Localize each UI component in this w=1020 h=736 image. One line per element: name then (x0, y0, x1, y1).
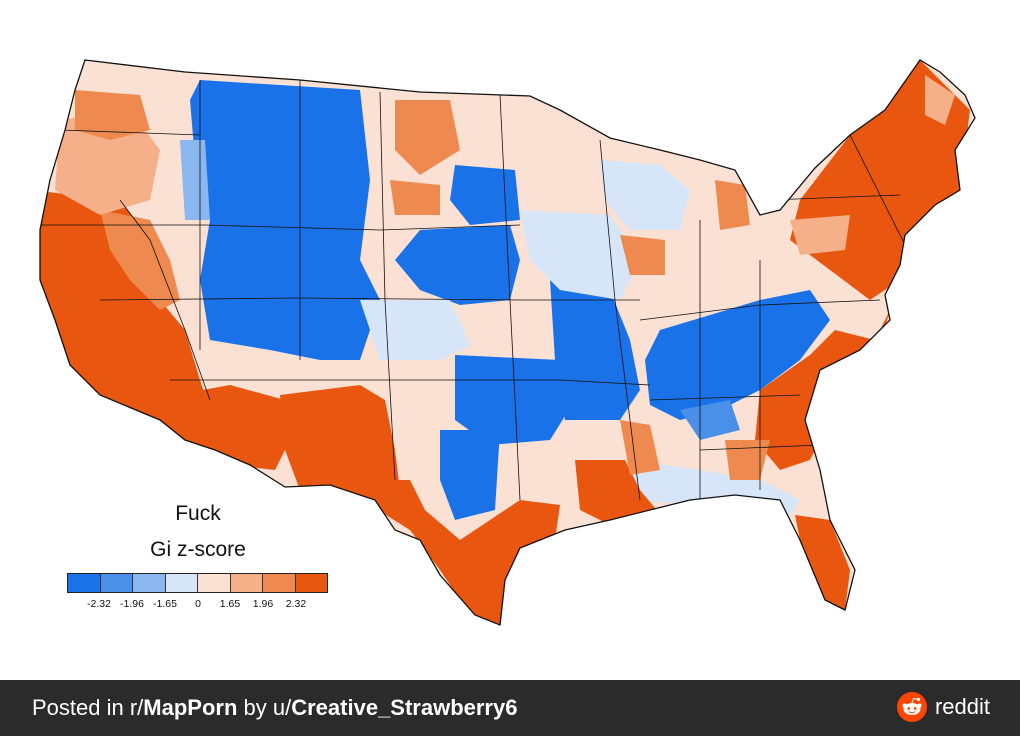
legend-tick: 1.65 (219, 598, 241, 610)
state-borders (40, 80, 906, 501)
legend-tick: -2.32 (87, 598, 111, 610)
region-pennsylvania-west (790, 215, 850, 255)
legend-swatch (295, 574, 327, 592)
legend-tick: -1.65 (153, 598, 177, 610)
region-michigan (715, 180, 750, 230)
reddit-brand[interactable]: reddit (896, 692, 990, 722)
region-north-plains (450, 165, 520, 225)
region-light-blue-iowa (520, 210, 640, 300)
region-illinois (620, 235, 665, 275)
legend-swatch (68, 574, 101, 592)
region-kentucky-tennessee (645, 290, 830, 420)
region-alabama-south (725, 440, 770, 480)
subreddit-link[interactable]: MapPorn (143, 695, 238, 720)
reddit-logo-icon (896, 692, 927, 722)
region-nebraska-west (390, 180, 440, 215)
region-texas (330, 480, 560, 625)
region-new-mexico (280, 385, 400, 500)
legend-color-bar (67, 573, 328, 593)
region-nevada-edge (100, 210, 180, 310)
region-florida (795, 515, 850, 610)
region-maine (925, 75, 955, 125)
region-washington (75, 90, 150, 140)
region-louisiana (575, 460, 665, 525)
legend-title: Gi z-score (150, 538, 246, 561)
region-light-blue-wisconsin (600, 160, 690, 230)
region-alabama-north (680, 400, 740, 440)
reddit-wordmark: reddit (934, 694, 990, 719)
us-county-map (39, 59, 976, 626)
map-panel: Fuck Gi z-score -2.32 -1.96 -1.65 0 1.65… (39, 59, 976, 626)
legend-tick: 1.96 (252, 598, 274, 610)
legend-tick: 2.32 (285, 598, 307, 610)
legend-tick: 0 (195, 598, 201, 610)
post-attribution: Posted in r/MapPorn by u/Creative_Strawb… (32, 695, 517, 721)
legend-swatch (165, 574, 198, 592)
legend-swatch (133, 574, 166, 592)
legend-ticks: -2.32 -1.96 -1.65 0 1.65 1.96 2.32 (67, 598, 328, 614)
region-north-texas-blue (440, 430, 500, 520)
legend-swatch (263, 574, 296, 592)
region-mountain-west (190, 80, 380, 360)
legend-tick: -1.96 (120, 598, 144, 610)
reddit-footer: Posted in r/MapPorn by u/Creative_Strawb… (0, 680, 1020, 736)
posted-in-label: Posted in r/ (32, 695, 144, 720)
by-label: by u/ (237, 695, 292, 720)
legend-swatch (198, 574, 231, 592)
region-idaho-edge (180, 140, 210, 220)
region-missouri-arkansas (550, 280, 640, 420)
legend-swatch (100, 574, 133, 592)
legend-swatch (230, 574, 263, 592)
map-title: Fuck (175, 502, 221, 525)
region-oregon (55, 110, 160, 215)
region-kansas (395, 225, 520, 305)
region-montana-east (395, 100, 460, 175)
user-link[interactable]: Creative_Strawberry6 (291, 695, 518, 720)
region-mississippi (620, 420, 660, 475)
region-arizona (175, 385, 290, 470)
